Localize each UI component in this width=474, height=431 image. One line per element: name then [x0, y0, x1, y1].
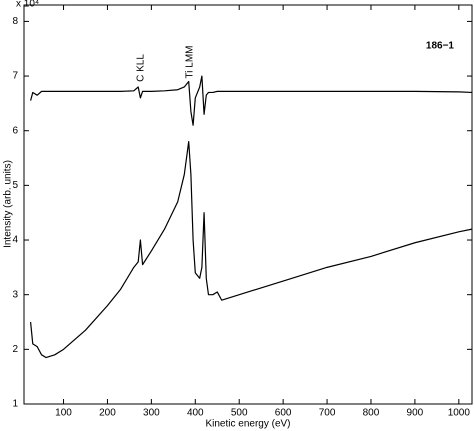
x-tick-label: 300	[143, 408, 160, 419]
y-tick-label: 3	[12, 289, 18, 300]
y-axis-label: Intensity (arb. units)	[3, 160, 14, 248]
plot-frame	[23, 4, 473, 405]
y-tick-label: 8	[12, 16, 18, 27]
sample-label: 186−1	[426, 41, 455, 52]
data-line	[30, 75, 473, 126]
x-tick-label: 100	[55, 408, 72, 419]
y-tick-label: 5	[12, 180, 18, 191]
y-tick-label: 1	[12, 399, 18, 410]
peak-label: Ti LMM	[185, 46, 196, 79]
x-tick-label: 200	[99, 408, 116, 419]
x-axis-label: Kinetic energy (eV)	[205, 419, 290, 430]
y-exponent: x 10⁴	[16, 0, 39, 10]
x-tick-label: 900	[407, 408, 424, 419]
x-tick-label: 700	[319, 408, 336, 419]
x-tick-label: 400	[187, 408, 204, 419]
y-tick-label: 7	[12, 71, 18, 82]
y-tick-label: 2	[12, 344, 18, 355]
x-tick-label: 1000	[448, 408, 471, 419]
x-tick-label: 800	[363, 408, 380, 419]
x-tick-label: 600	[275, 408, 292, 419]
peak-label: C KLL	[136, 54, 147, 82]
data-line	[29, 141, 473, 359]
y-tick-label: 4	[12, 235, 18, 246]
x-tick-label: 500	[231, 408, 248, 419]
y-tick-label: 6	[12, 125, 18, 136]
